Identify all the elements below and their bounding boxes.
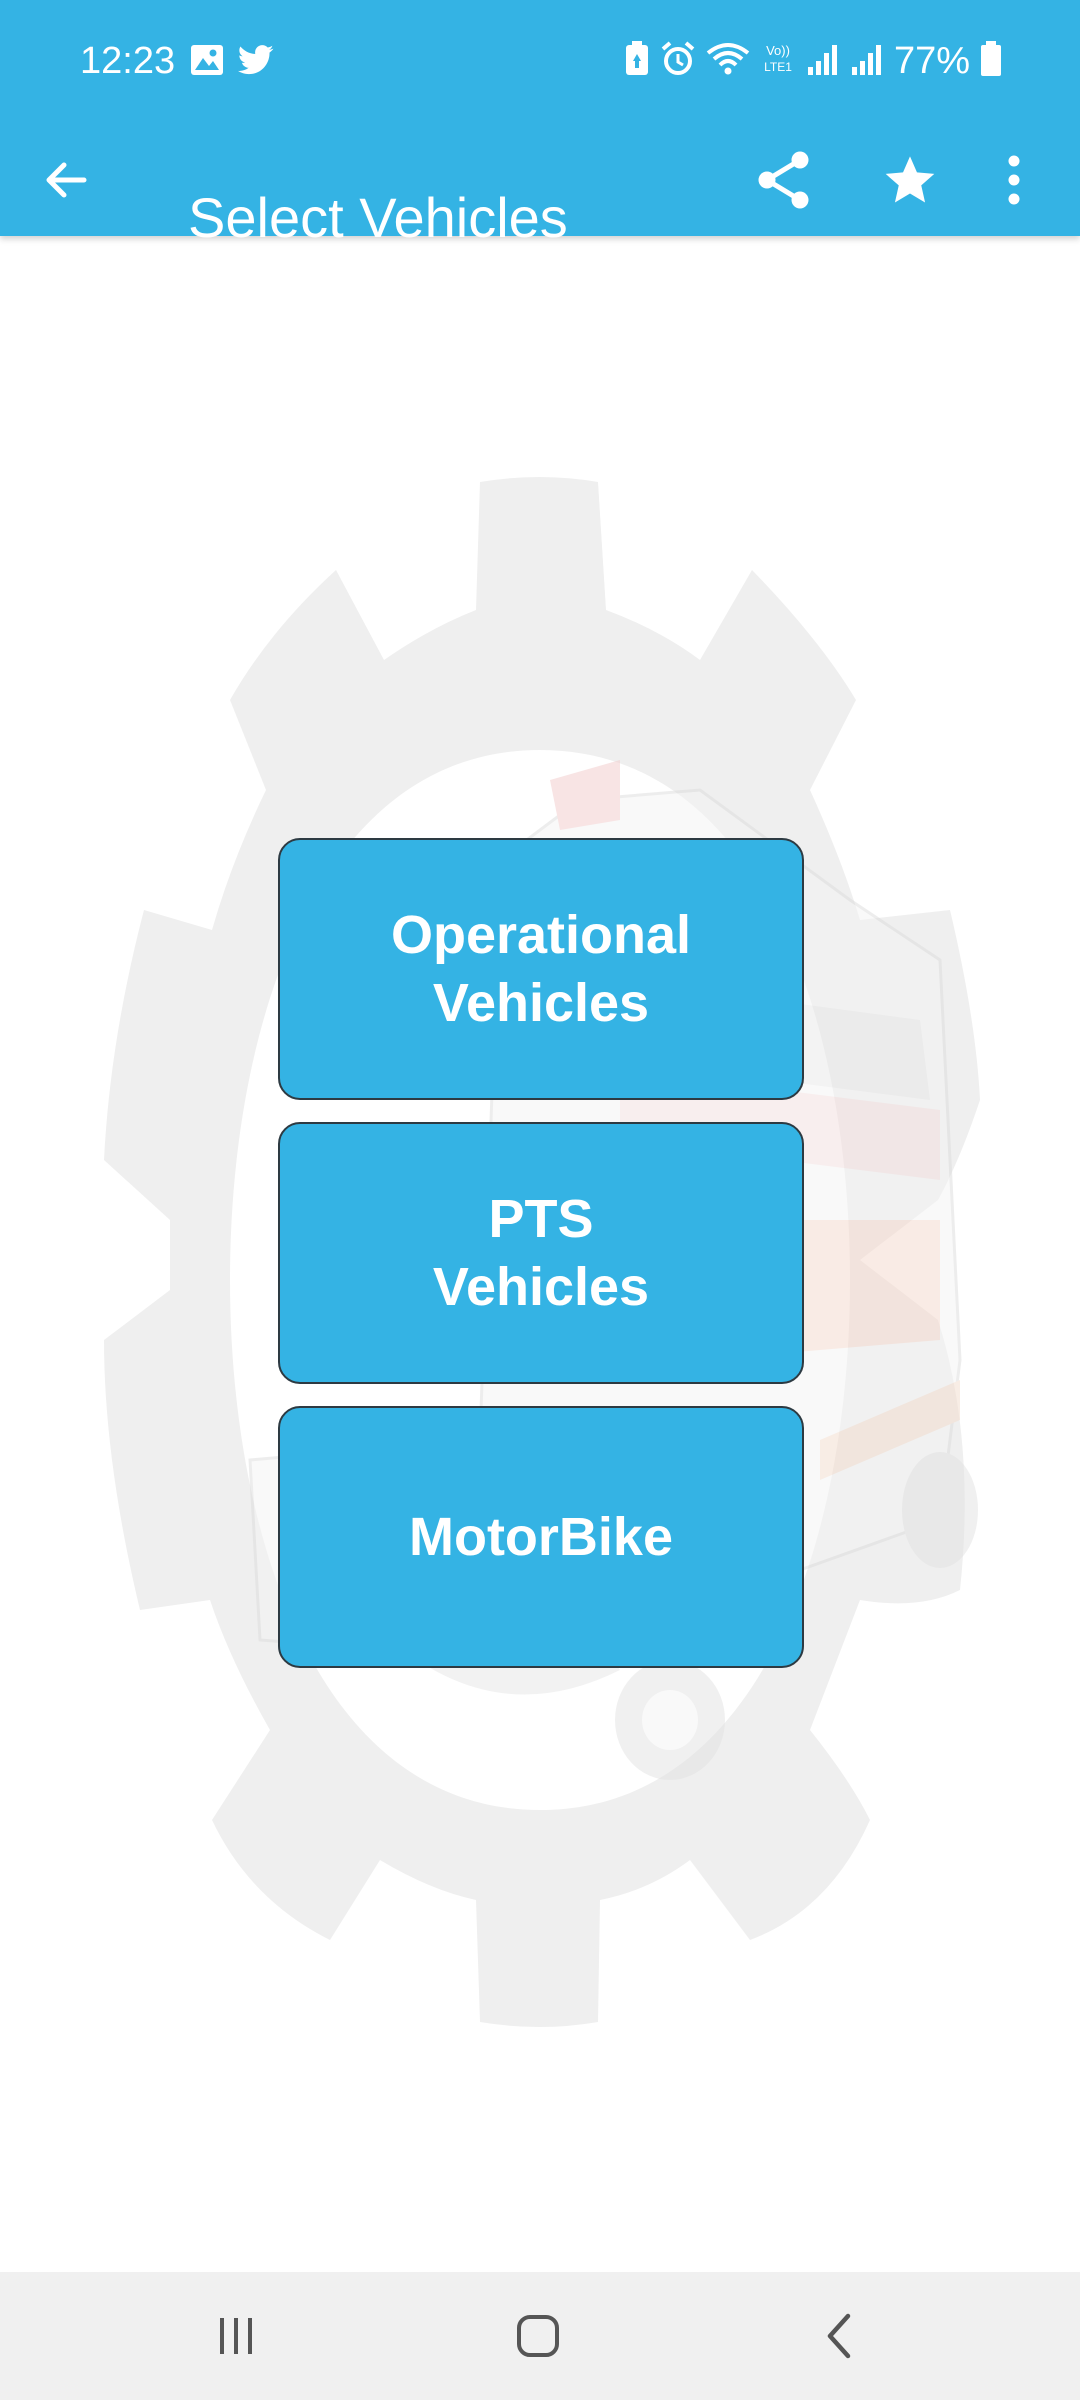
back-icon	[827, 2313, 851, 2359]
system-navigation-bar	[0, 2272, 1080, 2400]
motorbike-label: MotorBike	[408, 1507, 673, 1567]
status-system-icons: Vo)) LTE1 77%	[624, 36, 1002, 86]
signal-icon	[806, 41, 840, 82]
vehicle-menu: Operational Vehicles PTS Vehicles MotorB…	[278, 838, 804, 1690]
more-vert-icon	[1008, 155, 1020, 205]
status-time: 12:23	[80, 40, 176, 82]
twitter-icon	[237, 44, 274, 81]
home-icon	[517, 2315, 559, 2357]
image-icon	[190, 44, 224, 81]
back-arrow-icon	[46, 162, 87, 198]
nav-back-button[interactable]	[790, 2296, 890, 2376]
pts-vehicles-label: PTS Vehicles	[432, 1189, 650, 1317]
share-icon	[758, 151, 809, 209]
battery-percentage: 77%	[893, 40, 970, 82]
volte-icon: Vo)) LTE1	[760, 41, 796, 82]
signal-icon	[850, 41, 884, 82]
wifi-icon	[706, 41, 750, 82]
operational-vehicles-button[interactable]: Operational Vehicles	[278, 838, 804, 1100]
back-button[interactable]	[34, 148, 98, 212]
star-icon	[885, 156, 935, 203]
page-title: Select Vehicles	[188, 185, 568, 249]
more-options-button[interactable]	[984, 142, 1044, 218]
app-bar: 12:23	[0, 0, 1080, 249]
pts-vehicles-button[interactable]: PTS Vehicles	[278, 1122, 804, 1384]
status-notification-icons	[190, 44, 274, 81]
share-button[interactable]	[746, 142, 822, 218]
motorbike-button[interactable]: MotorBike	[278, 1406, 804, 1668]
battery-icon	[980, 40, 1002, 82]
operational-vehicles-label: Operational Vehicles	[390, 905, 692, 1033]
svg-text:Vo)): Vo))	[766, 43, 790, 58]
battery-saver-icon	[624, 40, 650, 82]
recents-icon	[220, 2318, 252, 2354]
svg-text:LTE1: LTE1	[764, 60, 792, 74]
alarm-icon	[660, 40, 696, 82]
favorite-button[interactable]	[872, 142, 948, 218]
recents-button[interactable]	[186, 2296, 286, 2376]
home-button[interactable]	[488, 2296, 588, 2376]
toolbar: Select Vehicles	[0, 124, 1080, 249]
status-bar: 12:23	[0, 0, 1080, 124]
